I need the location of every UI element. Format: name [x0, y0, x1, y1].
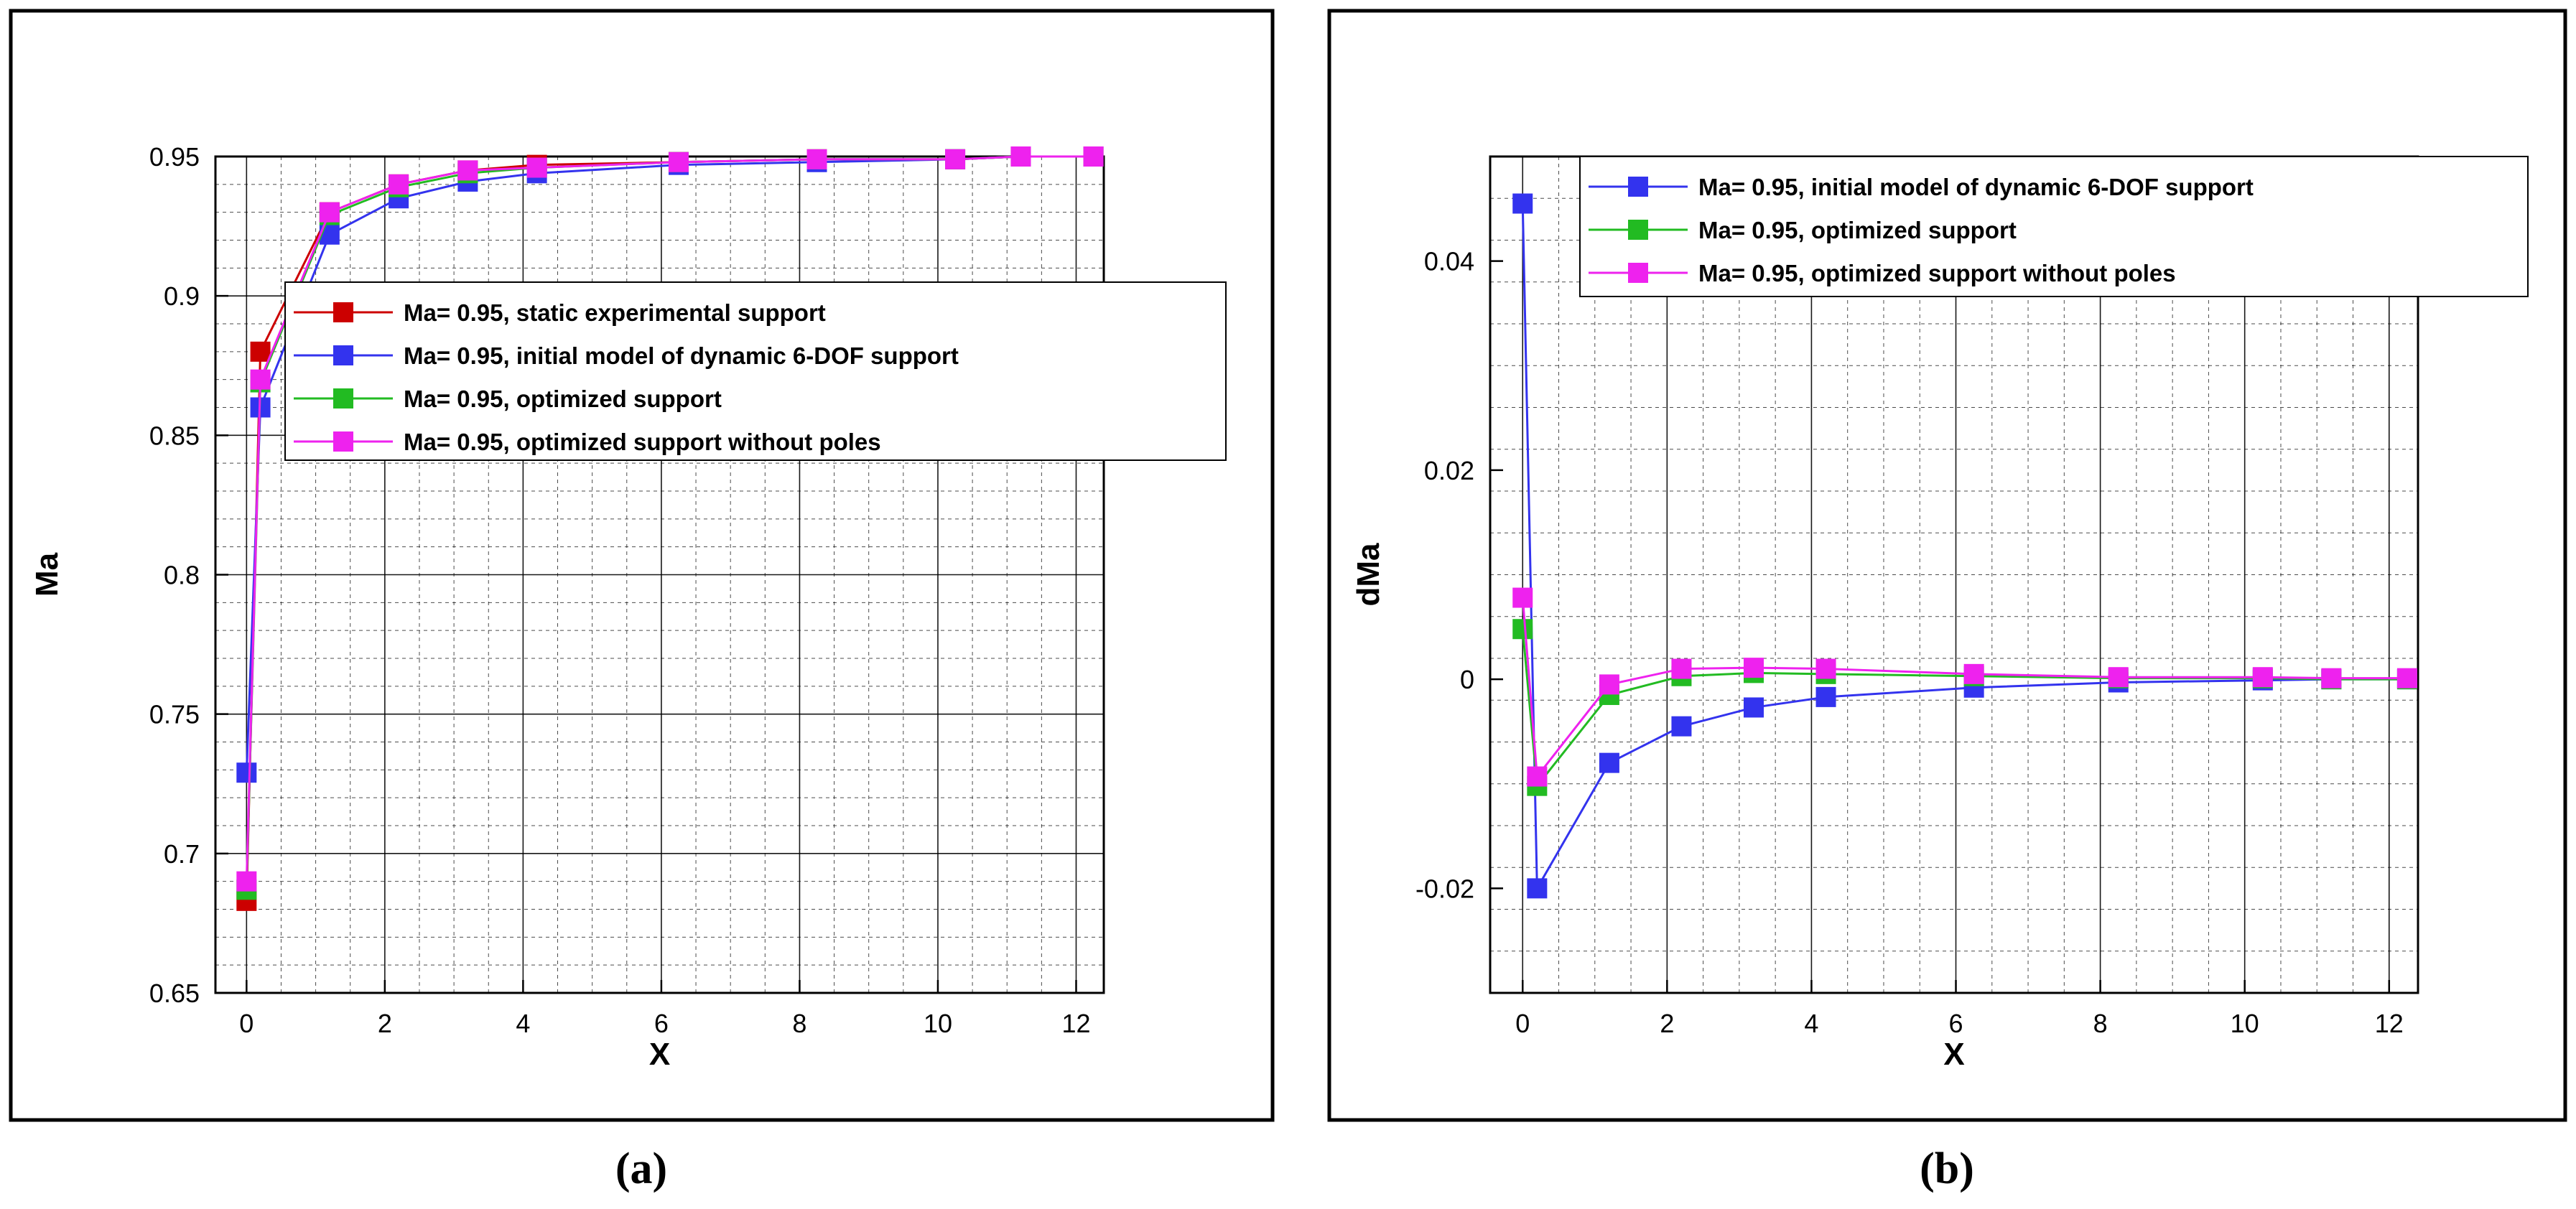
data-point — [1743, 658, 1764, 678]
data-point — [1671, 716, 1692, 737]
x-tick-label: 0 — [239, 1009, 254, 1038]
x-tick-label: 8 — [2093, 1009, 2108, 1038]
x-tick-label: 12 — [2375, 1009, 2404, 1038]
x-tick-label: 10 — [2231, 1009, 2259, 1038]
y-tick-label: 0.9 — [164, 281, 200, 311]
legend-item: Ma= 0.95, optimized support — [1589, 217, 2017, 243]
data-point — [806, 149, 827, 169]
data-point — [1512, 619, 1533, 640]
legend-label: Ma= 0.95, optimized support without pole… — [404, 429, 881, 455]
data-point — [1599, 674, 1619, 695]
x-tick-label: 2 — [1660, 1009, 1674, 1038]
data-point — [250, 341, 271, 362]
data-point — [2321, 668, 2342, 688]
data-point — [1010, 146, 1031, 167]
legend-item: Ma= 0.95, optimized support — [294, 386, 722, 412]
legend-marker — [333, 345, 353, 365]
legend-label: Ma= 0.95, initial model of dynamic 6-DOF… — [404, 342, 959, 369]
data-point — [389, 174, 409, 195]
legend-item: Ma= 0.95, initial model of dynamic 6-DOF… — [294, 342, 959, 369]
data-point — [668, 151, 689, 172]
data-point — [945, 149, 966, 169]
x-axis-title: X — [1943, 1037, 1964, 1072]
legend-item: Ma= 0.95, static experimental support — [294, 299, 826, 326]
series-4 — [236, 146, 1104, 892]
data-point — [1527, 766, 1548, 787]
data-point — [236, 871, 257, 892]
x-tick-label: 2 — [378, 1009, 392, 1038]
y-tick-label: 0.7 — [164, 839, 200, 869]
data-point — [319, 202, 340, 223]
data-point — [1671, 658, 1692, 679]
caption-b: (b) — [1920, 1144, 1974, 1193]
data-point — [1083, 146, 1104, 167]
data-point — [1815, 658, 1836, 679]
x-tick-label: 8 — [792, 1009, 806, 1038]
x-tick-label: 10 — [924, 1009, 952, 1038]
y-axis-title: dMa — [1351, 543, 1386, 607]
series-3 — [1512, 587, 2417, 787]
legend-label: Ma= 0.95, static experimental support — [404, 299, 826, 326]
data-point — [1512, 587, 1533, 608]
data-point — [250, 369, 271, 390]
data-point — [1815, 686, 1836, 707]
y-tick-label: 0.02 — [1424, 456, 1474, 485]
x-tick-label: 6 — [1948, 1009, 1963, 1038]
data-point — [2252, 667, 2273, 688]
legend-label: Ma= 0.95, optimized support — [404, 386, 722, 412]
y-tick-label: 0.85 — [149, 421, 200, 450]
x-tick-label: 0 — [1515, 1009, 1530, 1038]
y-tick-label: 0 — [1460, 665, 1474, 694]
y-axis-title: Ma — [29, 552, 65, 597]
y-tick-label: 0.95 — [149, 142, 200, 172]
x-tick-label: 6 — [654, 1009, 669, 1038]
x-axis-title: X — [649, 1037, 670, 1072]
y-tick-label: 0.04 — [1424, 247, 1474, 276]
data-point — [1599, 752, 1619, 773]
data-point — [457, 160, 478, 181]
data-point — [526, 157, 547, 178]
y-tick-label: 0.8 — [164, 561, 200, 590]
y-tick-label: 0.65 — [149, 979, 200, 1008]
legend: Ma= 0.95, static experimental support Ma=… — [284, 281, 1227, 461]
legend-label: Ma= 0.95, optimized support — [1698, 217, 2017, 243]
legend-marker — [333, 388, 353, 409]
data-point — [2396, 668, 2417, 688]
data-point — [1512, 193, 1533, 214]
legend-box — [1579, 156, 2529, 297]
legend-label: Ma= 0.95, optimized support without pole… — [1698, 260, 2176, 286]
caption-a: (a) — [615, 1144, 667, 1193]
legend: Ma= 0.95, initial model of dynamic 6-DOF… — [1579, 156, 2529, 297]
legend-item: Ma= 0.95, optimized support without pole… — [1589, 260, 2176, 286]
legend-marker — [1628, 177, 1648, 197]
x-tick-label: 4 — [516, 1009, 530, 1038]
x-tick-label: 12 — [1061, 1009, 1090, 1038]
legend-marker — [1628, 220, 1648, 240]
legend-marker — [1628, 263, 1648, 283]
chart-a: 0 2 4 6 8 10 12 0.65 0.7 0.75 0.8 0.85 0.9 0.95 X Ma Ma=… — [29, 142, 1227, 1072]
legend-label: Ma= 0.95, initial model of dynamic 6-DOF… — [1698, 174, 2254, 200]
x-tick-label: 4 — [1804, 1009, 1818, 1038]
data-point — [1743, 697, 1764, 718]
legend-item: Ma= 0.95, initial model of dynamic 6-DOF… — [1589, 174, 2254, 200]
y-tick-label: 0.75 — [149, 700, 200, 729]
legend-marker — [333, 431, 353, 452]
data-point — [236, 762, 257, 783]
legend-marker — [333, 302, 353, 322]
legend-box — [284, 281, 1227, 461]
data-point — [1963, 663, 1984, 684]
y-tick-label: -0.02 — [1415, 874, 1474, 903]
data-point — [2108, 667, 2129, 688]
data-point — [1527, 878, 1548, 899]
legend-item: Ma= 0.95, optimized support without pole… — [294, 429, 881, 455]
